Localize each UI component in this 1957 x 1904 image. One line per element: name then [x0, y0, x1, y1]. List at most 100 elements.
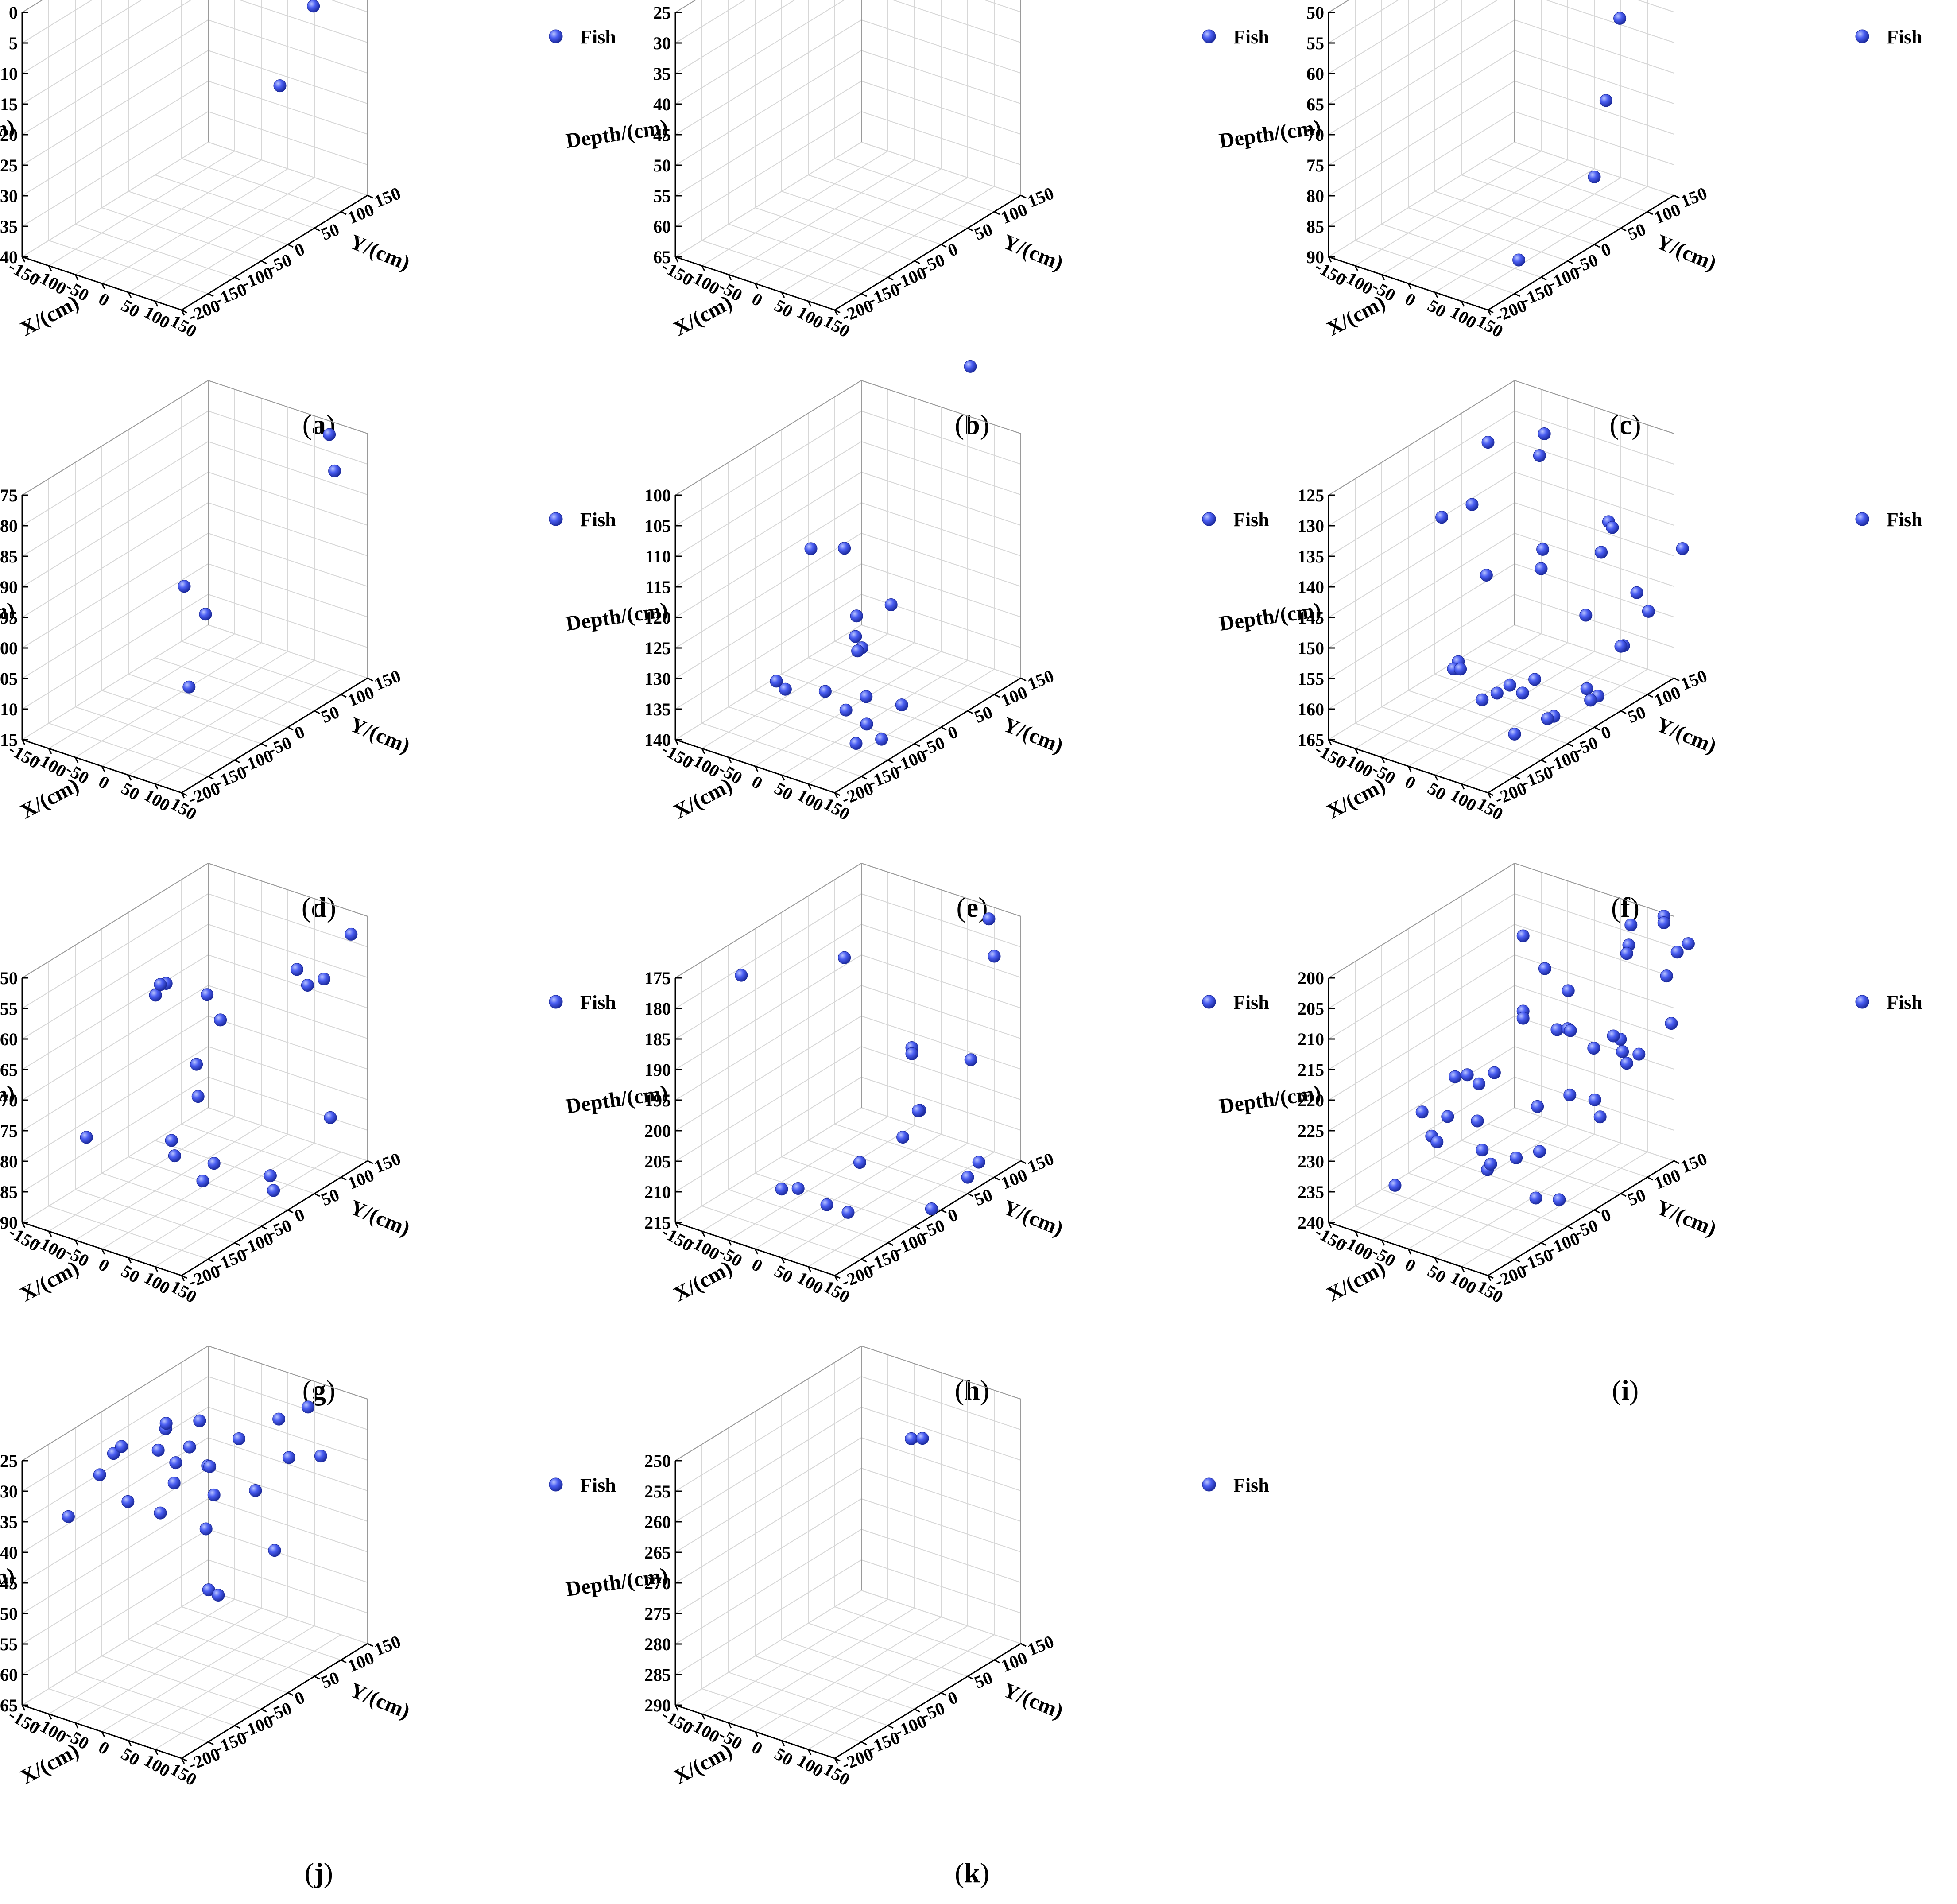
fish-point	[1580, 682, 1593, 695]
fish-point	[1538, 427, 1551, 440]
right-wall-grid-line	[861, 1046, 1021, 1100]
right-wall-grid-line	[208, 50, 368, 104]
left-wall-grid-line	[22, 1107, 209, 1223]
fish-point	[860, 717, 873, 731]
fish-point	[264, 1169, 277, 1183]
right-wall-grid-line	[861, 954, 1021, 1008]
fish-point	[121, 1495, 135, 1508]
x-tick	[781, 1740, 785, 1746]
fish-point	[1516, 929, 1530, 942]
fish-point	[1476, 693, 1489, 706]
floor-grid-line	[728, 224, 888, 278]
floor-grid-line	[128, 660, 315, 776]
left-wall-grid-line	[675, 594, 862, 710]
y-tick-label: 150	[372, 1148, 403, 1177]
floor-grid-line	[1355, 240, 1515, 294]
legend-label: Fish	[1233, 26, 1269, 48]
fish-point	[1607, 1029, 1620, 1043]
legend-marker	[1855, 29, 1869, 43]
x-axis-title: X/(cm)	[670, 291, 736, 341]
right-wall-grid-line	[1514, 1107, 1674, 1161]
left-wall-grid-line	[1328, 19, 1515, 135]
left-wall-grid-line	[22, 893, 209, 1009]
right-wall-grid-line	[208, 1077, 368, 1131]
x-tick	[674, 739, 679, 745]
left-wall-grid-line	[675, 1437, 862, 1553]
fish-point	[1415, 1105, 1429, 1119]
floor-grid-line	[1355, 1206, 1515, 1260]
floor-grid-line	[75, 159, 262, 275]
x-tick-label: 0	[748, 1254, 766, 1276]
legend: Fish	[549, 26, 616, 48]
fish-point	[1536, 543, 1550, 556]
z-tick-label: 240	[0, 1543, 18, 1563]
z-tick-label: 170	[0, 1090, 18, 1110]
y-axis-title: Y/(cm)	[1653, 230, 1720, 275]
y-tick	[287, 726, 294, 731]
z-tick-label: 120	[644, 608, 671, 628]
fish-point	[201, 988, 214, 1001]
fish-point	[301, 979, 314, 992]
floor-grid-line	[728, 1189, 888, 1243]
x-tick-label: 50	[118, 1744, 143, 1770]
left-wall-grid-line	[675, 624, 862, 740]
z-tick-label: 25	[0, 155, 18, 175]
z-tick-label: 205	[644, 1152, 671, 1171]
floor-grid-line	[808, 1623, 968, 1677]
floor-grid-line	[128, 674, 288, 728]
legend-label: Fish	[1887, 509, 1922, 531]
fish-point	[193, 1414, 206, 1427]
z-tick-label: 20	[0, 125, 18, 145]
x-tick	[1434, 775, 1438, 781]
fish-point	[273, 79, 287, 93]
x-tick	[21, 739, 26, 745]
y-tick-label: 100	[998, 682, 1030, 710]
x-tick-label: 0	[95, 1737, 113, 1759]
fish-point	[791, 1182, 805, 1195]
x-tick	[154, 1266, 159, 1272]
z-tick-label: 100	[0, 638, 18, 658]
x-tick	[1354, 1231, 1359, 1237]
z-tick-label: 145	[1298, 608, 1324, 628]
z-tick-label: 115	[645, 577, 671, 597]
x-axis-title: X/(cm)	[670, 1256, 736, 1306]
left-wall-grid-line	[675, 472, 862, 587]
fish-point	[911, 1104, 925, 1117]
floor-grid-line	[101, 207, 262, 261]
y-tick	[834, 792, 841, 796]
left-wall-grid-line	[675, 1016, 862, 1131]
floor-grid-line	[1408, 1134, 1595, 1249]
z-tick-label: 125	[644, 638, 671, 658]
y-tick	[367, 677, 373, 682]
floor-grid-line	[755, 207, 915, 261]
z-tick-label: 95	[0, 608, 18, 628]
y-tick-label: 100	[345, 682, 377, 710]
z-tick-label: 140	[644, 730, 671, 750]
z-tick-label: 265	[0, 1695, 18, 1715]
y-tick	[341, 694, 347, 698]
x-axis-title: X/(cm)	[670, 773, 736, 823]
z-tick-label: 110	[645, 547, 671, 566]
y-tick-label: 100	[1651, 682, 1683, 710]
fish-point	[1512, 253, 1526, 267]
x-tick	[701, 1714, 705, 1720]
x-tick	[128, 1257, 132, 1264]
fish-point	[62, 1510, 75, 1523]
floor-grid-line	[701, 1206, 862, 1260]
right-wall-grid-line	[1545, 0, 1674, 43]
floor-grid-line	[1461, 669, 1648, 784]
fish-point	[282, 1451, 295, 1464]
left-wall-grid-line	[675, 1107, 862, 1223]
y-tick	[181, 1275, 187, 1279]
floor-grid-line	[781, 1156, 942, 1210]
z-tick-label: 175	[644, 968, 671, 988]
x-tick	[154, 1749, 159, 1755]
right-wall-grid-line	[208, 954, 368, 1008]
z-axis-title: Depth/(cm)	[0, 115, 16, 153]
x-tick	[101, 1731, 105, 1737]
left-wall-grid-line	[675, 563, 862, 679]
z-tick-label: 265	[644, 1543, 671, 1563]
y-tick-label: 150	[372, 1631, 403, 1660]
z-tick-label: 110	[0, 699, 18, 719]
